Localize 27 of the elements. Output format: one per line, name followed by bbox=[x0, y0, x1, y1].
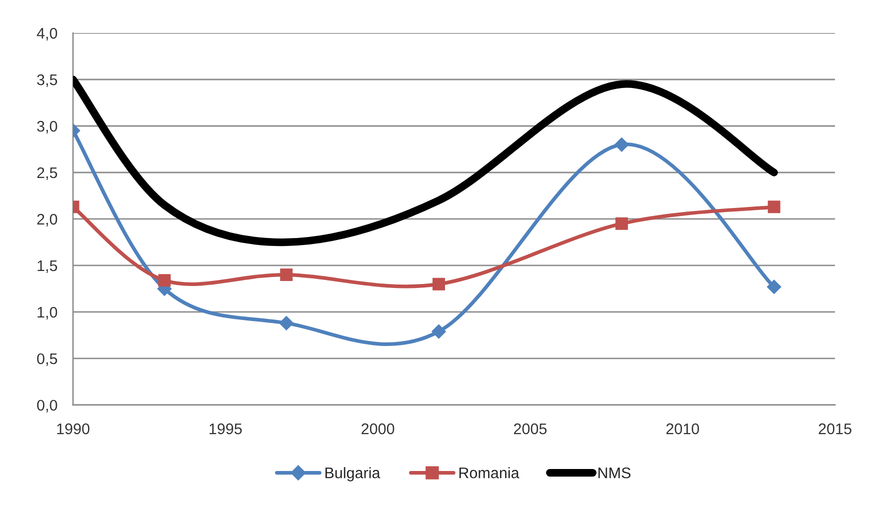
x-tick-label: 2010 bbox=[666, 423, 700, 434]
point bbox=[614, 137, 629, 152]
y-tick-label: 3,5 bbox=[37, 74, 58, 87]
point bbox=[766, 280, 782, 294]
y-tick-label: 0,5 bbox=[37, 353, 58, 366]
x-tick-label: 1995 bbox=[210, 423, 242, 434]
y-tick-label: 1,5 bbox=[38, 260, 58, 273]
point bbox=[768, 200, 780, 214]
point bbox=[432, 278, 446, 290]
y-tick-label: 0,0 bbox=[37, 400, 58, 412]
y-tick-label: 2,5 bbox=[37, 167, 58, 180]
legend-label: Romania bbox=[459, 467, 520, 478]
y-tick-label: 3,0 bbox=[37, 120, 58, 134]
legend-label: Bulgaria bbox=[325, 467, 380, 482]
point bbox=[280, 268, 293, 282]
y-tick-label: 1,0 bbox=[38, 306, 58, 320]
legend-label: NMS bbox=[598, 467, 630, 478]
y-tick-label: 4,0 bbox=[36, 28, 58, 40]
x-tick-label: 2000 bbox=[362, 423, 394, 434]
point bbox=[279, 316, 294, 330]
x-tick-label: 2015 bbox=[818, 423, 852, 434]
y-tick-label: 2,0 bbox=[37, 214, 58, 226]
x-tick-label: 1990 bbox=[57, 423, 90, 434]
point bbox=[158, 274, 171, 287]
x-tick-label: 2005 bbox=[514, 423, 547, 434]
point bbox=[615, 217, 628, 230]
point bbox=[432, 324, 446, 339]
